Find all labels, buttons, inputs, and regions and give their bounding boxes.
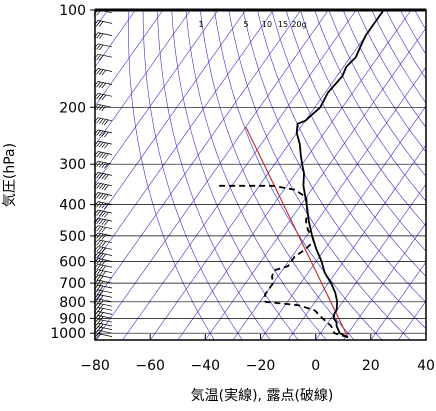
- plot-background: [95, 10, 426, 340]
- dry-adiabat-lines: [128, 10, 436, 340]
- isotherm-line: [149, 10, 384, 340]
- dry-adiabat-line: [429, 10, 436, 340]
- wind-barb: [93, 269, 113, 277]
- dry-adiabat-line: [128, 10, 215, 340]
- isotherm-line: [95, 10, 329, 340]
- reference-line-segment: [245, 126, 349, 338]
- wind-barb: [93, 232, 113, 240]
- y-tick-label: 700: [59, 276, 86, 292]
- mixing-ratio-label: 1: [198, 20, 203, 29]
- x-tick-label: −20: [246, 358, 276, 374]
- mixing-ratio-label: 10: [262, 20, 272, 29]
- isotherm-line: [260, 105, 426, 340]
- isotherm-line: [95, 10, 302, 302]
- y-axis-title: 気圧(hPa): [2, 143, 18, 207]
- isotherm-line: [95, 10, 136, 68]
- isotherm-line: [95, 10, 164, 107]
- dry-adiabat-line: [214, 10, 383, 340]
- y-tick-label: 200: [59, 100, 86, 116]
- dry-adiabat-line: [271, 10, 426, 277]
- x-axis-ticks: −80 −60 −40 −20 0 20 40: [80, 334, 435, 374]
- isotherm-line: [95, 10, 191, 146]
- x-tick-label: −40: [191, 358, 221, 374]
- isotherm-line: [343, 222, 426, 340]
- x-axis-title: 気温(実線), 露点(破線): [191, 388, 334, 404]
- y-tick-label: 800: [59, 295, 86, 311]
- wind-barb: [93, 201, 113, 210]
- dry-adiabat-line: [285, 10, 426, 252]
- y-tick-label: 1000: [50, 326, 86, 342]
- dry-adiabat-line: [242, 10, 426, 329]
- wind-barb: [93, 129, 113, 138]
- isotherm-line: [315, 183, 426, 340]
- profile-series: [217, 10, 385, 339]
- y-tick-label: 100: [59, 3, 86, 19]
- x-tick-label: −80: [80, 358, 110, 374]
- dry-adiabat-line: [342, 10, 426, 153]
- wind-barb: [93, 140, 113, 149]
- y-tick-label: 600: [59, 255, 86, 271]
- temperature-profile-line: [295, 10, 385, 339]
- dry-adiabat-line: [157, 10, 271, 340]
- isobar-lines: [95, 9, 426, 334]
- mixing-ratio-label: 5: [243, 20, 248, 29]
- mixing-ratio-labels: 1 5 10 15 20g: [198, 20, 306, 29]
- wind-barb: [93, 252, 113, 260]
- reference-line: [245, 126, 349, 338]
- dry-adiabat-line: [228, 10, 411, 340]
- isotherm-line: [425, 339, 426, 340]
- dry-adiabat-line: [185, 10, 327, 340]
- isotherm-line: [177, 10, 412, 340]
- dry-adiabat-line: [142, 10, 243, 340]
- isotherm-line: [205, 27, 426, 340]
- dry-adiabat-line: [300, 10, 426, 227]
- dry-adiabat-line: [257, 10, 426, 303]
- wind-barb: [93, 151, 113, 159]
- wind-barb: [93, 209, 113, 218]
- wind-barb: [93, 192, 113, 200]
- isotherm-line: [95, 10, 219, 185]
- wind-barb: [93, 182, 113, 191]
- y-tick-label: 300: [59, 157, 86, 173]
- wind-barb: [93, 239, 113, 247]
- isotherm-line: [95, 10, 274, 263]
- x-tick-label: 20: [362, 358, 380, 374]
- wind-barb: [93, 160, 113, 169]
- x-tick-label: 0: [311, 358, 320, 374]
- isotherm-line: [95, 10, 246, 224]
- x-tick-label: 40: [417, 358, 435, 374]
- mixing-ratio-label: 20g: [291, 20, 306, 29]
- mixing-ratio-label: 15: [278, 20, 288, 29]
- wind-barb: [93, 217, 113, 226]
- dry-adiabat-line: [328, 10, 426, 177]
- y-tick-label: 500: [59, 229, 86, 245]
- x-tick-label: −60: [135, 358, 165, 374]
- y-tick-label: 900: [59, 311, 86, 327]
- wind-barb: [93, 263, 113, 272]
- y-tick-label: 400: [59, 198, 86, 214]
- wind-barb-column: [93, 9, 113, 340]
- dry-adiabat-line: [314, 10, 426, 202]
- isotherm-line: [122, 10, 357, 340]
- dry-adiabat-line: [171, 10, 299, 340]
